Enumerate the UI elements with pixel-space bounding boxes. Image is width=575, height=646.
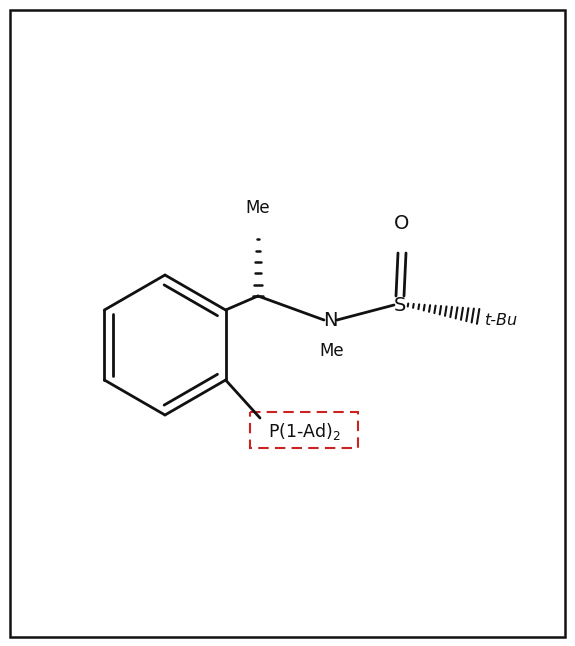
Text: Me: Me [246,199,270,217]
Text: O: O [394,214,409,233]
Text: S: S [394,295,406,315]
Text: Me: Me [320,342,344,360]
FancyBboxPatch shape [250,412,358,448]
Text: P(1-Ad)$_2$: P(1-Ad)$_2$ [267,421,340,441]
Text: N: N [323,311,338,329]
Text: t-Bu: t-Bu [485,313,518,328]
